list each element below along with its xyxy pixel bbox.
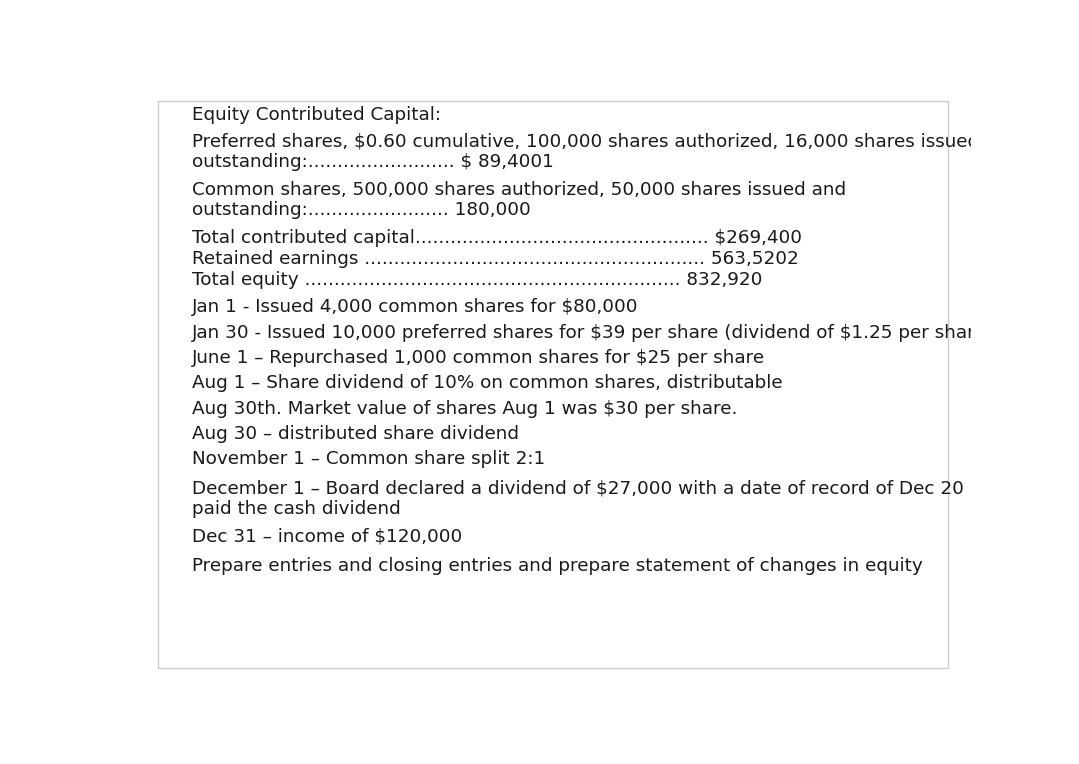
Text: Retained earnings .......................................................... 563: Retained earnings ......................…	[192, 250, 798, 268]
Text: Jan 1 - Issued 4,000 common shares for \$80,000: Jan 1 - Issued 4,000 common shares for \…	[192, 299, 639, 316]
Text: June 1 – Repurchased 1,000 common shares for \$25 per share: June 1 – Repurchased 1,000 common shares…	[192, 349, 765, 367]
Text: Jan 30 - Issued 10,000 preferred shares for \$39 per share (dividend of \$1.25 p: Jan 30 - Issued 10,000 preferred shares …	[192, 324, 994, 342]
Text: Dec 31 – income of \$120,000: Dec 31 – income of \$120,000	[192, 528, 462, 545]
Text: Prepare entries and closing entries and prepare statement of changes in equity: Prepare entries and closing entries and …	[192, 557, 923, 575]
Text: Aug 30 – distributed share dividend: Aug 30 – distributed share dividend	[192, 425, 519, 443]
Text: outstanding:........................ 180,000: outstanding:........................ 180…	[192, 201, 531, 219]
Text: Total contributed capital.................................................. \$26: Total contributed capital...............…	[192, 229, 802, 247]
Text: paid the cash dividend: paid the cash dividend	[192, 500, 400, 517]
Text: Total equity ................................................................ 83: Total equity ...........................…	[192, 271, 762, 290]
Text: Preferred shares, \$0.60 cumulative, 100,000 shares authorized, 16,000 shares is: Preferred shares, \$0.60 cumulative, 100…	[192, 132, 1020, 151]
Text: Aug 30th. Market value of shares Aug 1 was \$30 per share.: Aug 30th. Market value of shares Aug 1 w…	[192, 400, 737, 418]
Text: Aug 1 – Share dividend of 10% on common shares, distributable: Aug 1 – Share dividend of 10% on common …	[192, 374, 782, 392]
Text: November 1 – Common share split 2:1: November 1 – Common share split 2:1	[192, 450, 545, 468]
FancyBboxPatch shape	[159, 101, 947, 668]
Text: Common shares, 500,000 shares authorized, 50,000 shares issued and: Common shares, 500,000 shares authorized…	[192, 181, 846, 199]
Text: Equity Contributed Capital:: Equity Contributed Capital:	[192, 106, 440, 124]
Text: December 1 – Board declared a dividend of \$27,000 with a date of record of Dec : December 1 – Board declared a dividend o…	[192, 480, 1055, 497]
Text: outstanding:......................... \$ 89,4001: outstanding:......................... \$…	[192, 153, 554, 170]
